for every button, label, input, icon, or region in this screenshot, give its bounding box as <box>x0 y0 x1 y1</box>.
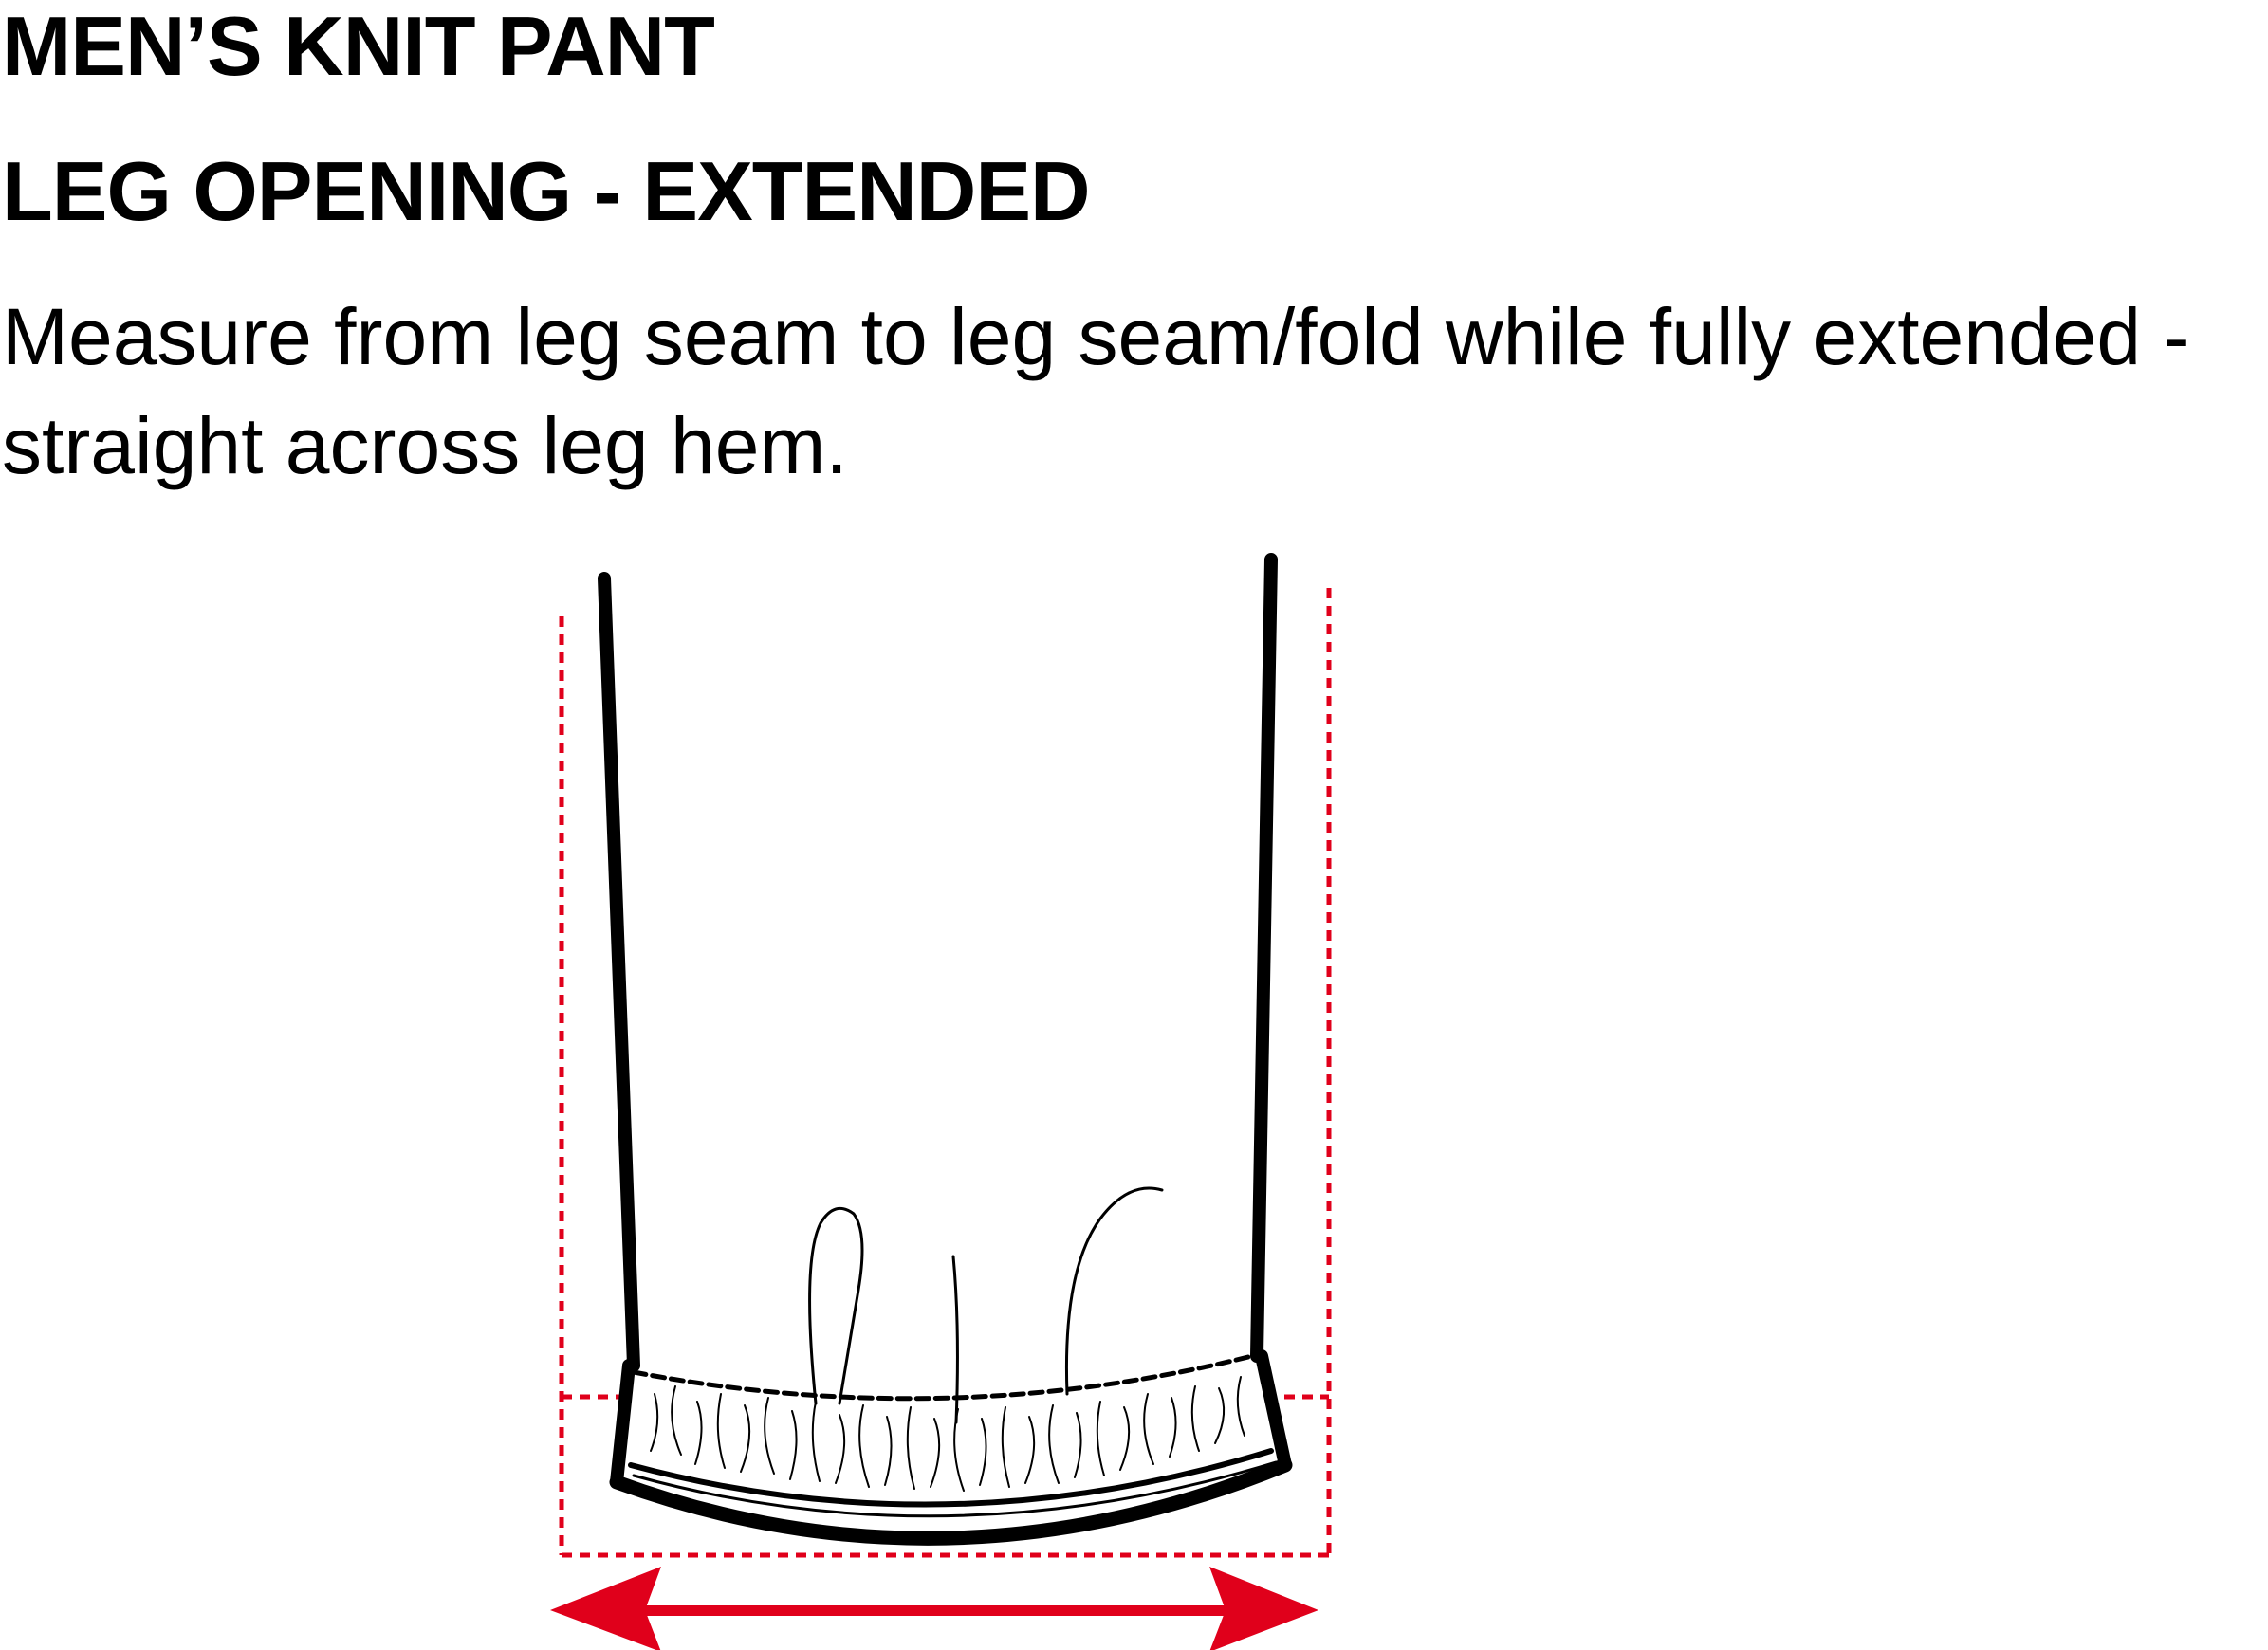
arrow-head-right <box>1209 1567 1318 1650</box>
rib-texture <box>650 1376 1245 1492</box>
arrow-shaft <box>645 1605 1233 1616</box>
left-leg-seam <box>598 572 640 1372</box>
measurement-subtitle: LEG OPENING - EXTENDED <box>2 144 1091 238</box>
page-title: MEN’S KNIT PANT <box>2 0 715 93</box>
instruction-line-1: Measure from leg seam to leg seam/fold w… <box>2 292 2190 381</box>
measurement-guides <box>559 588 1332 1558</box>
right-leg-fold <box>1250 553 1278 1363</box>
arrow-head-left <box>550 1567 661 1650</box>
instruction-line-2: straight across leg hem. <box>2 401 848 490</box>
leg-hem <box>609 1349 1293 1546</box>
hem-stitch-line <box>631 1353 1255 1402</box>
thread-loops <box>808 1186 1164 1424</box>
measurement-instructions: Measure from leg seam to leg seam/fold w… <box>2 283 2264 501</box>
measurement-arrow-icon <box>550 1567 1318 1650</box>
pant-leg-outline <box>598 553 1278 1372</box>
hem-bottom-edge <box>609 1458 1293 1546</box>
